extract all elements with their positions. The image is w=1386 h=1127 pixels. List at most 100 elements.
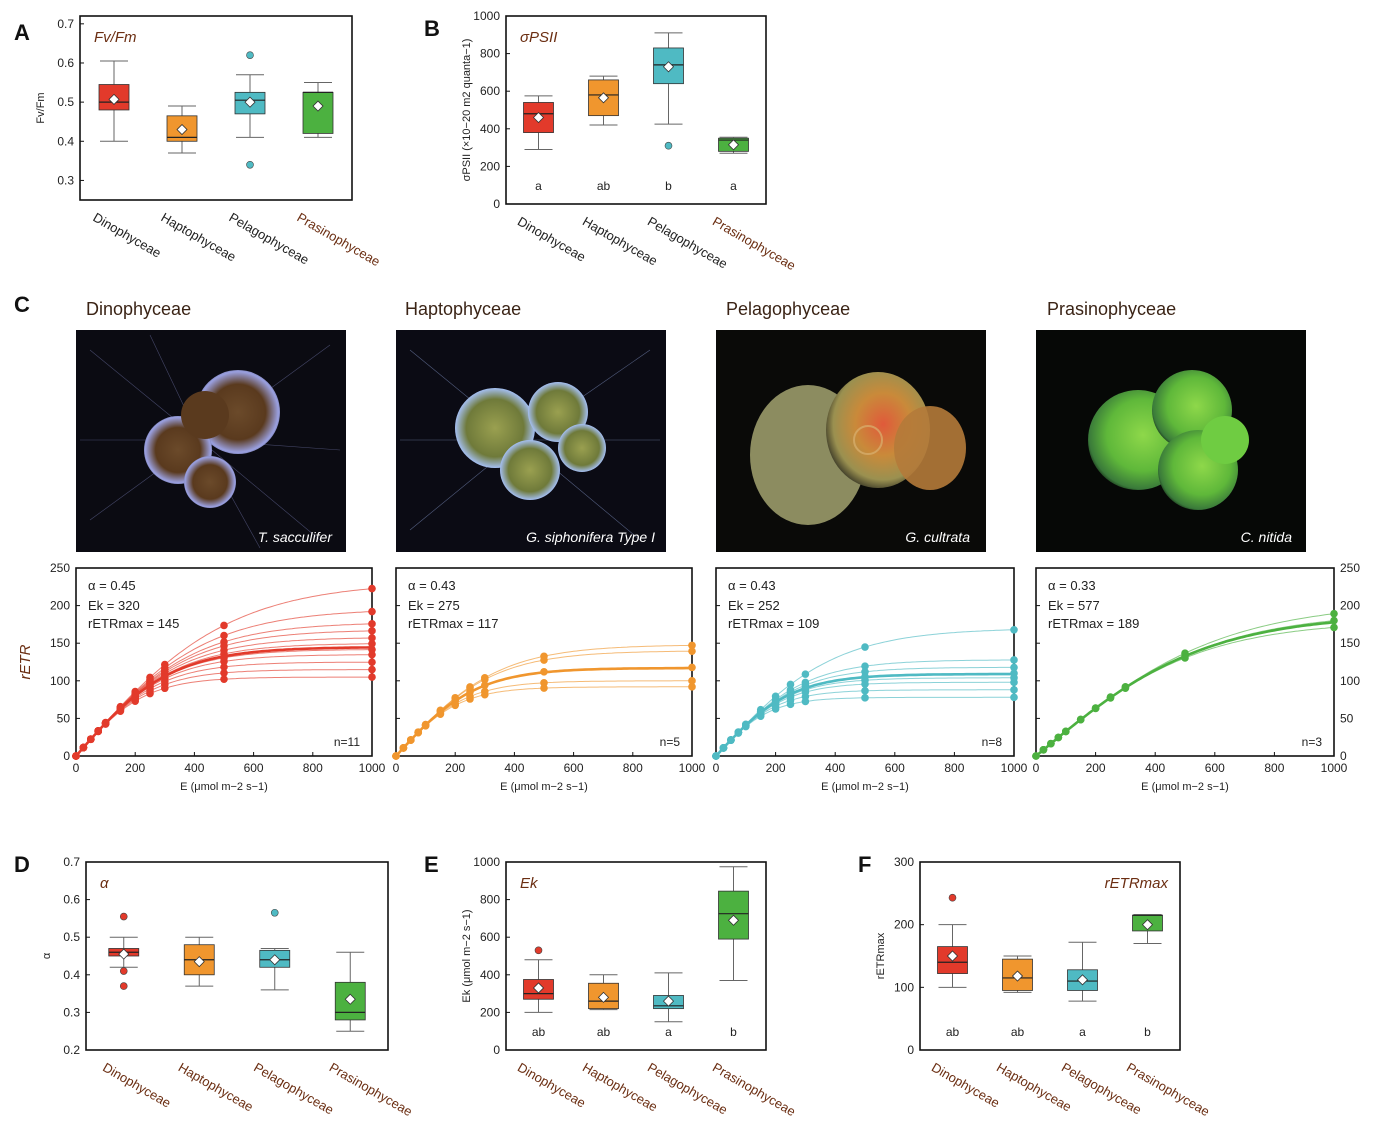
y-axis-label: Ek (μmol m−2 s−1) (461, 909, 473, 1002)
mean-fit-curve (75, 646, 372, 757)
data-point (1330, 623, 1338, 632)
panel-letter-b: B (424, 16, 440, 41)
photo-caption-dinophyceae: T. sacculifer (258, 529, 334, 545)
outlier-point (270, 908, 279, 917)
plot-frame (1035, 567, 1335, 757)
panel-d-alpha-boxplot: 0.2 0.3 0.4 0.5 0.6 0.7 α α Dinophyceae Haptophyc… (41, 855, 415, 1119)
data-point (481, 675, 489, 684)
group-letter: ab (532, 1025, 546, 1039)
y-tick-label-right: 100 (1340, 674, 1360, 688)
group-letter: a (1079, 1025, 1086, 1039)
x-tick-label: 0 (393, 761, 400, 775)
mean-marker (946, 950, 959, 962)
x-tick-label: 200 (766, 761, 786, 775)
param-alpha: α = 0.43 (728, 578, 776, 593)
plot-frame (85, 861, 389, 1051)
data-point (146, 689, 154, 698)
photo-caption-haptophyceae: G. siphonifera Type I (526, 529, 655, 545)
y-tick-label: 0.3 (57, 173, 74, 187)
data-point (368, 607, 376, 616)
panel-letter-c: C (14, 292, 30, 317)
param-retrmax: rETRmax = 109 (728, 616, 819, 631)
plot-frame (505, 15, 767, 205)
box-haptophyceae: Haptophyceae (176, 936, 256, 1115)
y-tick-label: 400 (480, 122, 500, 136)
data-point (786, 700, 795, 709)
y-tick-label-right: 50 (1340, 711, 1354, 725)
panel-letter-e: E (424, 852, 439, 877)
data-point (786, 680, 795, 689)
y-tick-label: 400 (480, 968, 500, 982)
y-tick-label: 0 (907, 1043, 914, 1057)
data-point (861, 643, 869, 651)
y-axis-label: α (41, 952, 53, 959)
foram-dino-image (80, 334, 341, 549)
y-axis-label: Fv/Fm (35, 92, 47, 123)
data-point (688, 683, 696, 691)
foram-prasino-image (1088, 370, 1249, 510)
param-ek: Ek = 320 (88, 598, 140, 613)
y-tick-label: 0.5 (57, 95, 74, 109)
y-tick-label: 0.3 (63, 1005, 80, 1019)
photo-title-pelagophyceae: Pelagophyceae (726, 299, 850, 319)
data-point (220, 663, 228, 671)
retr-subplot-pelagophyceae: 0 200 400 600 800 1000 E (μmol m−2 s−1) α = 0.4… (712, 567, 1028, 793)
x-tick-label: 800 (623, 761, 643, 775)
data-point (368, 627, 376, 635)
retr-subplot-dinophyceae: 0 200 400 600 800 1000 0 50 100 150 200 250 E (μmol … (17, 561, 386, 793)
y-tick-label: 0 (493, 197, 500, 211)
category-label: Pelagophyceae (251, 1060, 336, 1118)
outlier-point (119, 967, 128, 975)
foram-hapto-image (400, 349, 660, 541)
data-point (368, 584, 376, 593)
sample-size: n=11 (334, 735, 360, 749)
x-tick-label: 600 (1205, 761, 1225, 775)
x-tick-label: 1000 (1321, 761, 1348, 775)
data-point (801, 697, 810, 706)
y-tick-label: 100 (894, 980, 914, 994)
param-ek: Ek = 252 (728, 598, 780, 613)
retr-subplot-haptophyceae: 0 200 400 600 800 1000 E (μmol m−2 s−1) α = 0.4… (392, 567, 706, 793)
param-alpha: α = 0.33 (1048, 578, 1096, 593)
inset-title: σPSII (520, 29, 557, 46)
mean-marker (1076, 974, 1089, 986)
x-tick-label: 800 (1264, 761, 1284, 775)
plot-frame (79, 15, 353, 201)
mean-marker (108, 93, 120, 105)
box-dinophyceae: ab Dinophyceae (515, 946, 588, 1111)
box-pelagophyceae: Pelagophyceae (251, 908, 336, 1118)
y-tick-label: 0.5 (63, 930, 80, 944)
photo-haptophyceae: Haptophyceae G. siphonifera Type I (396, 299, 666, 552)
plot-frame (715, 567, 1015, 757)
y-axis-label: rETRmax (875, 932, 887, 979)
photo-title-haptophyceae: Haptophyceae (405, 299, 521, 319)
data-point (540, 679, 548, 687)
group-letter: a (535, 179, 542, 193)
mean-marker (597, 92, 610, 104)
inset-title: Fv/Fm (94, 29, 137, 46)
data-point (220, 657, 228, 666)
y-tick-label: 200 (480, 1005, 500, 1019)
mean-marker (727, 914, 740, 926)
category-label: Dinophyceae (91, 210, 164, 261)
category-label: Dinophyceae (515, 214, 588, 265)
box-prasinophyceae: Prasinophyceae (327, 951, 415, 1119)
y-tick-label: 0.2 (63, 1043, 80, 1057)
x-tick-label: 400 (1145, 761, 1165, 775)
y-tick-label: 200 (894, 918, 914, 932)
y-tick-label: 800 (480, 47, 500, 61)
panel-letter-d: D (14, 852, 30, 877)
mean-marker (312, 100, 324, 112)
y-tick-label: 300 (894, 855, 914, 869)
data-point (1010, 686, 1018, 694)
data-point (131, 697, 139, 705)
y-tick-label: 250 (50, 561, 70, 575)
mean-marker (244, 96, 256, 108)
data-point (220, 675, 228, 683)
category-label: Dinophyceae (100, 1060, 173, 1111)
box-dinophyceae: Dinophyceae (100, 912, 173, 1111)
data-point (220, 631, 228, 640)
